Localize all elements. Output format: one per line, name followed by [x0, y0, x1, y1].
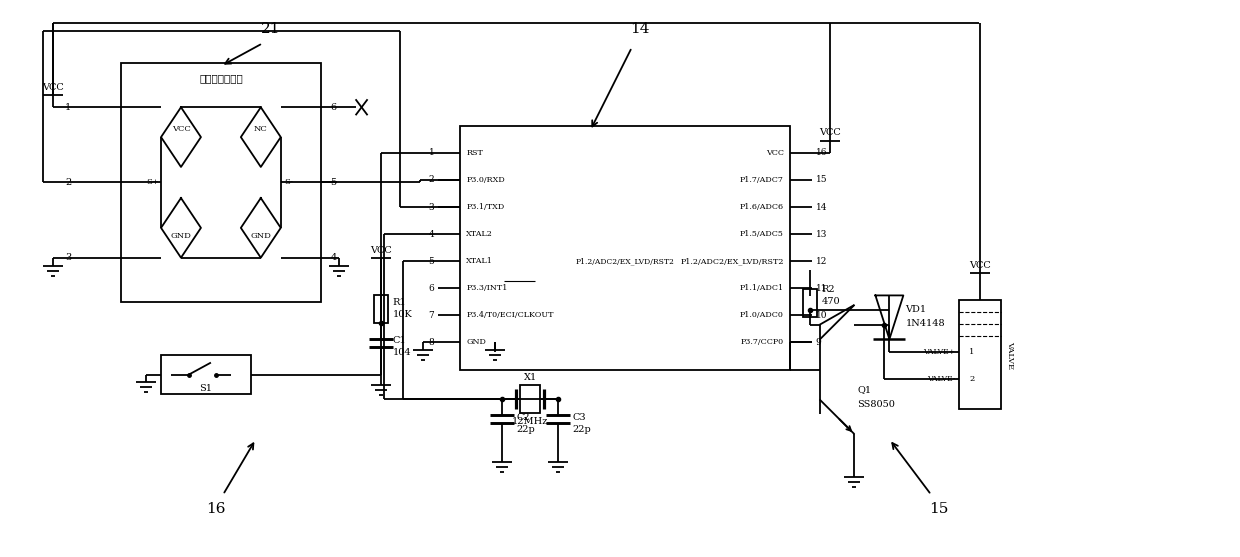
Text: P1.0/ADC0: P1.0/ADC0 — [740, 311, 784, 319]
Text: 6: 6 — [331, 102, 337, 112]
Text: X1: X1 — [523, 373, 537, 382]
Text: 16: 16 — [206, 502, 226, 516]
Text: RST: RST — [466, 149, 484, 157]
Text: 3: 3 — [429, 203, 434, 212]
Text: VCC: VCC — [171, 125, 191, 133]
Text: 2: 2 — [970, 375, 975, 383]
Text: 22p: 22p — [572, 425, 590, 434]
Text: 2: 2 — [64, 178, 71, 187]
Text: R2: R2 — [822, 285, 836, 295]
Text: P3.1/TXD: P3.1/TXD — [466, 203, 505, 211]
Text: 7: 7 — [429, 311, 434, 320]
Text: Q1: Q1 — [858, 385, 872, 394]
Text: VALVE: VALVE — [1006, 340, 1014, 369]
Text: 5: 5 — [429, 257, 434, 266]
Text: 1: 1 — [429, 148, 434, 157]
Text: GND: GND — [250, 232, 272, 240]
Text: C2: C2 — [516, 413, 529, 422]
Text: 12MHz: 12MHz — [512, 417, 548, 426]
Text: 4: 4 — [331, 253, 337, 262]
Text: 16: 16 — [816, 148, 827, 157]
Text: XTAL2: XTAL2 — [466, 230, 494, 238]
Text: 13: 13 — [816, 229, 827, 238]
Text: P1.2/ADC2/EX_LVD/RST2: P1.2/ADC2/EX_LVD/RST2 — [680, 257, 784, 265]
Text: VCC: VCC — [42, 83, 64, 92]
Text: 14: 14 — [816, 203, 827, 212]
Text: 10: 10 — [816, 311, 827, 320]
Text: P1.5/ADC5: P1.5/ADC5 — [740, 230, 784, 238]
Bar — [802, 289, 817, 317]
Text: NC: NC — [254, 125, 268, 133]
Text: R1: R1 — [393, 299, 407, 307]
Bar — [122, 63, 321, 302]
Text: P1.1/ADC1: P1.1/ADC1 — [739, 284, 784, 292]
Text: 1N4148: 1N4148 — [905, 319, 945, 328]
Text: C1: C1 — [393, 336, 407, 345]
Text: GND: GND — [466, 339, 486, 346]
Text: 15: 15 — [930, 502, 949, 516]
Text: 8: 8 — [429, 338, 434, 347]
Text: S+: S+ — [146, 178, 160, 187]
Text: VALVE-: VALVE- — [926, 375, 955, 383]
Text: P1.2/ADC2/EX_LVD/RST2: P1.2/ADC2/EX_LVD/RST2 — [575, 257, 675, 265]
Text: 104: 104 — [393, 348, 412, 357]
Text: 14: 14 — [630, 22, 650, 36]
Text: 1: 1 — [970, 348, 975, 355]
Text: C3: C3 — [572, 413, 585, 422]
Text: 5: 5 — [331, 178, 337, 187]
Text: 12: 12 — [816, 257, 827, 266]
Text: 4: 4 — [429, 229, 434, 238]
Bar — [161, 355, 250, 394]
Text: 1: 1 — [64, 102, 71, 112]
Text: 9: 9 — [816, 338, 821, 347]
Text: S1: S1 — [200, 384, 212, 393]
Text: SS8050: SS8050 — [858, 400, 895, 409]
Text: 22p: 22p — [516, 425, 534, 434]
Text: S-: S- — [284, 178, 293, 187]
Text: VCC: VCC — [370, 246, 392, 255]
Text: P3.0/RXD: P3.0/RXD — [466, 176, 505, 184]
Text: XTAL1: XTAL1 — [466, 257, 494, 265]
Text: VCC: VCC — [970, 261, 991, 270]
Text: P3.3/INT1: P3.3/INT1 — [466, 284, 507, 292]
Text: 21: 21 — [262, 22, 280, 36]
Text: 10K: 10K — [393, 310, 412, 319]
Text: VD1: VD1 — [905, 305, 926, 314]
Text: P3.7/CCP0: P3.7/CCP0 — [740, 339, 784, 346]
Text: P1.6/ADC6: P1.6/ADC6 — [739, 203, 784, 211]
Bar — [521, 385, 541, 413]
Text: VCC: VCC — [818, 129, 841, 138]
Text: GND: GND — [171, 232, 191, 240]
Text: 470: 470 — [822, 297, 841, 306]
Text: 6: 6 — [429, 284, 434, 293]
Text: 3: 3 — [64, 253, 71, 262]
Text: 15: 15 — [816, 175, 827, 184]
Text: P3.4/T0/ECI/CLKOUT: P3.4/T0/ECI/CLKOUT — [466, 311, 554, 319]
Text: 2: 2 — [429, 175, 434, 184]
Text: 11: 11 — [816, 284, 827, 293]
Bar — [373, 295, 388, 323]
Text: 气体压力传感器: 气体压力传感器 — [200, 75, 243, 84]
Text: VCC: VCC — [765, 149, 784, 157]
Bar — [960, 300, 1001, 409]
Text: VALVE+: VALVE+ — [924, 348, 955, 355]
Bar — [460, 126, 790, 369]
Text: P1.7/ADC7: P1.7/ADC7 — [740, 176, 784, 184]
